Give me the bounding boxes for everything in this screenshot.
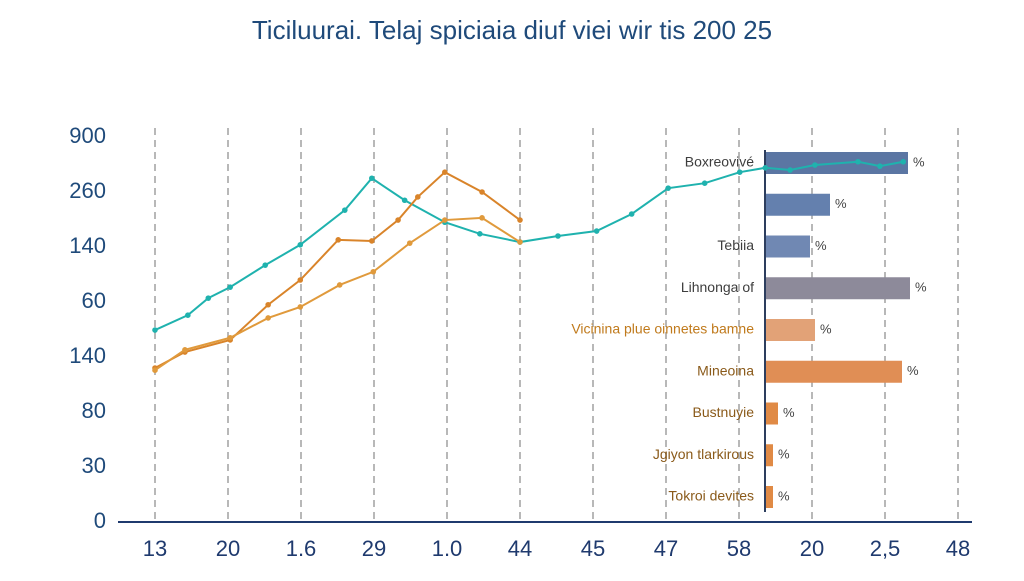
line-point xyxy=(900,158,907,165)
line-point xyxy=(369,238,375,244)
bar xyxy=(765,402,778,425)
x-tick-label: 29 xyxy=(362,536,386,561)
line-point xyxy=(877,163,883,169)
x-tick-label: 2,5 xyxy=(870,536,901,561)
line-point xyxy=(152,367,158,374)
line-point xyxy=(227,284,233,290)
bar-label: Vicinina plue oinnetes bamne xyxy=(571,321,754,337)
line-point xyxy=(262,262,269,268)
line-point xyxy=(336,282,343,288)
line-point xyxy=(297,242,304,248)
line xyxy=(154,160,904,331)
line-point xyxy=(152,327,158,333)
x-tick-label: 20 xyxy=(800,536,824,561)
x-tick-label: 1.6 xyxy=(286,536,317,561)
line xyxy=(154,170,521,369)
x-tick-label: 1.0 xyxy=(432,536,463,561)
bar xyxy=(765,360,902,383)
line-point xyxy=(185,312,191,319)
line-point xyxy=(395,217,401,223)
line-point xyxy=(297,304,304,310)
bar xyxy=(765,277,910,300)
y-tick-label: 30 xyxy=(82,453,106,478)
line-point xyxy=(205,295,212,301)
bar-value-label: % xyxy=(778,488,790,503)
line-point xyxy=(762,165,769,171)
bar xyxy=(765,444,773,467)
bar-value-label: % xyxy=(915,280,927,295)
line-point xyxy=(335,237,342,243)
y-tick-label: 140 xyxy=(69,343,106,368)
line-point xyxy=(227,334,233,341)
line-point xyxy=(401,197,408,204)
bar-label: Mineoina xyxy=(697,362,754,378)
line-point xyxy=(628,211,635,217)
line-point xyxy=(406,240,413,246)
bar-value-label: % xyxy=(907,363,919,378)
line-point xyxy=(370,268,377,275)
y-tick-label: 60 xyxy=(82,288,106,313)
line-point xyxy=(265,301,271,308)
line-point xyxy=(517,217,523,223)
bar-value-label: % xyxy=(783,405,795,420)
line-point xyxy=(442,169,448,175)
bar-label: Boxreovivé xyxy=(685,154,754,170)
line-point xyxy=(369,175,375,182)
bar xyxy=(765,235,810,258)
bar xyxy=(765,486,773,508)
line-point xyxy=(265,315,271,321)
y-tick-label: 900 xyxy=(69,123,106,148)
line-point xyxy=(812,162,818,168)
x-tick-label: 20 xyxy=(216,536,240,561)
line-point xyxy=(701,180,708,186)
x-tick-label: 44 xyxy=(508,536,532,561)
line-point xyxy=(787,167,793,173)
bar-label: Tokroi devites xyxy=(668,488,754,504)
bar-value-label: % xyxy=(778,447,790,462)
line-point xyxy=(342,207,348,213)
bar-label: Bustnuyie xyxy=(693,404,755,420)
line-point xyxy=(479,189,485,195)
line-point xyxy=(297,277,304,283)
y-tick-label: 260 xyxy=(69,178,106,203)
bar-value-label: % xyxy=(820,321,832,336)
bar-label: Jgiyon tlarkirous xyxy=(653,446,754,462)
line-point xyxy=(182,347,188,353)
line-point xyxy=(517,239,523,245)
bar-value-label: % xyxy=(835,196,847,211)
bar-label: Tebiia xyxy=(717,237,754,253)
line-point xyxy=(855,158,861,165)
x-tick-label: 13 xyxy=(143,536,167,561)
line-point xyxy=(477,231,483,237)
bar-value-label: % xyxy=(815,238,827,253)
line-point xyxy=(736,169,743,175)
line-point xyxy=(665,185,671,191)
line-point xyxy=(479,215,485,221)
bar xyxy=(765,193,830,216)
line-point xyxy=(593,228,600,234)
x-tick-label: 48 xyxy=(946,536,970,561)
bar-value-label: % xyxy=(913,154,925,169)
x-tick-label: 45 xyxy=(581,536,605,561)
x-tick-label: 47 xyxy=(654,536,678,561)
x-tick-label: 58 xyxy=(727,536,751,561)
y-tick-label: 0 xyxy=(94,508,106,533)
chart-title: Ticiluurai. Telaj spiciaia diuf viei wir… xyxy=(252,15,772,45)
line-point xyxy=(415,194,421,200)
bar-label: Lihnonga of xyxy=(681,279,754,295)
y-tick-label: 140 xyxy=(69,233,106,258)
bar xyxy=(765,319,815,341)
line-point xyxy=(555,233,561,239)
line-point xyxy=(442,217,448,223)
y-tick-label: 80 xyxy=(82,398,106,423)
